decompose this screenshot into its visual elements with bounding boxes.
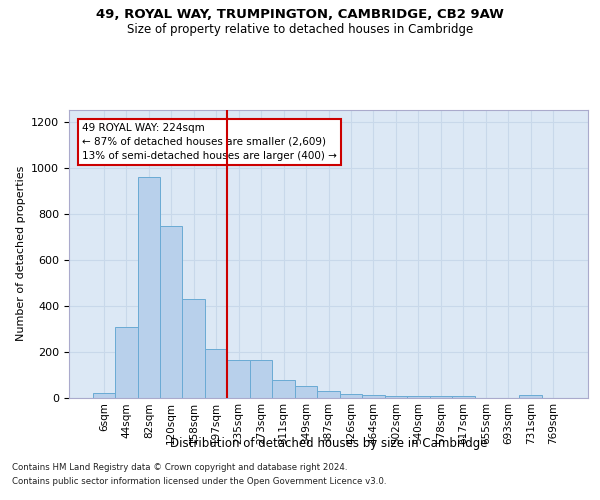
Bar [362, 395, 385, 398]
Bar [520, 395, 542, 398]
Bar [250, 360, 272, 398]
Bar [182, 298, 205, 398]
Bar [295, 386, 317, 398]
Bar [205, 349, 227, 398]
Bar [227, 360, 250, 398]
Bar [407, 396, 430, 398]
Bar [317, 390, 340, 398]
Y-axis label: Number of detached properties: Number of detached properties [16, 166, 26, 342]
Text: Contains HM Land Registry data © Crown copyright and database right 2024.: Contains HM Land Registry data © Crown c… [12, 464, 347, 472]
Bar [115, 328, 137, 398]
Bar [272, 380, 295, 398]
Bar [340, 394, 362, 398]
Text: Contains public sector information licensed under the Open Government Licence v3: Contains public sector information licen… [12, 477, 386, 486]
Text: 49, ROYAL WAY, TRUMPINGTON, CAMBRIDGE, CB2 9AW: 49, ROYAL WAY, TRUMPINGTON, CAMBRIDGE, C… [96, 8, 504, 20]
Text: Size of property relative to detached houses in Cambridge: Size of property relative to detached ho… [127, 22, 473, 36]
Bar [92, 393, 115, 398]
Text: 49 ROYAL WAY: 224sqm
← 87% of detached houses are smaller (2,609)
13% of semi-de: 49 ROYAL WAY: 224sqm ← 87% of detached h… [82, 123, 337, 161]
Bar [430, 396, 452, 398]
Bar [137, 176, 160, 398]
Bar [385, 396, 407, 398]
Bar [160, 226, 182, 398]
Bar [452, 396, 475, 398]
Text: Distribution of detached houses by size in Cambridge: Distribution of detached houses by size … [170, 438, 488, 450]
